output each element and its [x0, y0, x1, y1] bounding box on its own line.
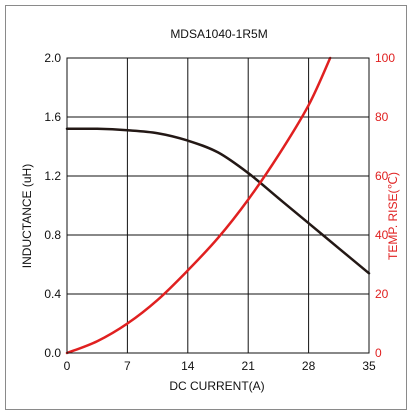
chart-title: MDSA1040-1R5M: [170, 27, 267, 41]
inductance-line: [65, 127, 371, 275]
temp-rise-line: [65, 56, 332, 355]
tick-labels: 0 7 14 21 28 35 0.0 0.4 0.8 1.2 1.6 2.0 0 20 40 60 80 100: [44, 51, 395, 373]
y-tick-label: 0.4: [44, 287, 61, 301]
y2-tick-label: 60: [375, 169, 389, 183]
y-tick-label: 1.6: [44, 110, 61, 124]
plot-area-border: [66, 57, 370, 354]
x-tick-label: 14: [181, 359, 195, 373]
y2-tick-label: 0: [375, 346, 382, 360]
y-tick-label: 0.8: [44, 228, 61, 242]
y-tick-label: 2.0: [44, 51, 61, 65]
x-tick-label: 7: [124, 359, 131, 373]
x-tick-label: 0: [64, 359, 71, 373]
x-tick-label: 35: [362, 359, 376, 373]
y-tick-label: 1.2: [44, 169, 61, 183]
x-tick-label: 28: [302, 359, 316, 373]
y2-tick-label: 20: [375, 287, 389, 301]
y2-tick-label: 40: [375, 228, 389, 242]
x-axis-label: DC CURRENT(A): [169, 379, 264, 393]
grid: [67, 58, 369, 353]
y2-tick-label: 100: [375, 51, 395, 65]
y-axis-label: INDUCTANCE (uH): [20, 164, 34, 268]
x-tick-label: 21: [242, 359, 256, 373]
y2-axis-label: TEMP. RISE(℃): [386, 172, 400, 260]
series-layer: [65, 56, 371, 355]
chart-frame: [5, 5, 407, 410]
axes: [66, 57, 370, 354]
y2-tick-label: 80: [375, 110, 389, 124]
y-tick-label: 0.0: [44, 346, 61, 360]
